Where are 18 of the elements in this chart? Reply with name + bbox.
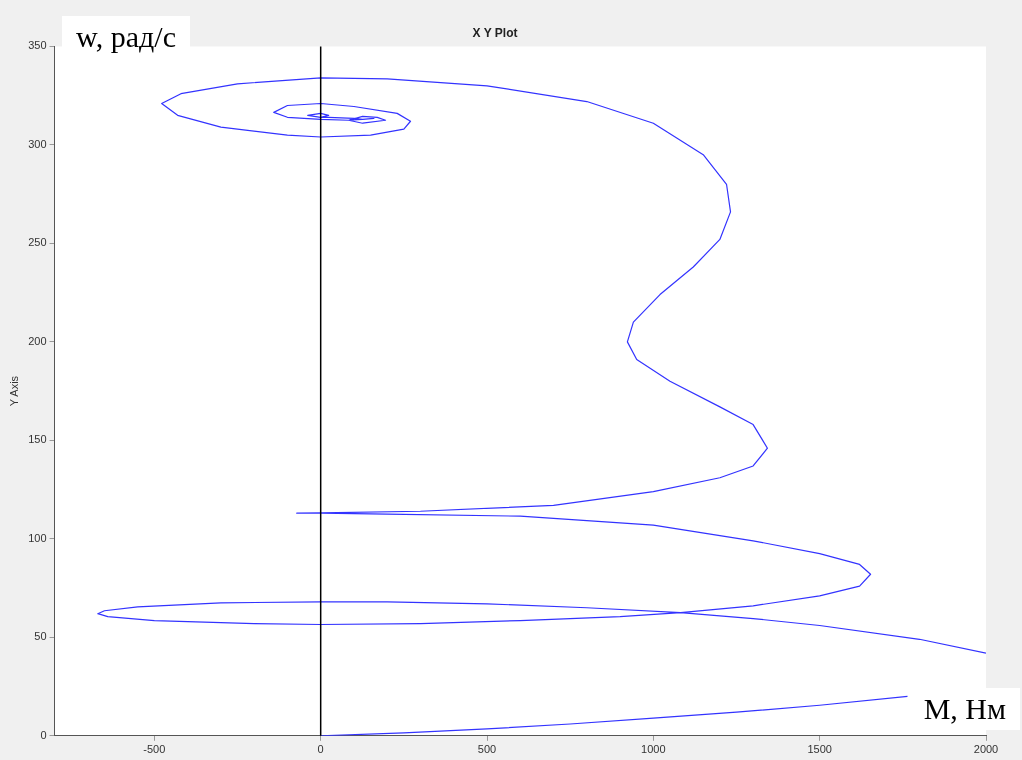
y-tick-label: 300 [28, 137, 47, 150]
x-tick-label: 500 [477, 743, 497, 756]
annotation: M, Нм [909, 688, 1020, 730]
x-tick-label: 1500 [807, 743, 832, 756]
x-tick-label: 2000 [973, 743, 999, 756]
x-tick-label: -500 [143, 743, 166, 756]
y-tick-label: 200 [28, 334, 47, 347]
y-tick-label: 50 [34, 630, 47, 643]
y-tick-label: 150 [28, 433, 47, 446]
x-tick-label: 0 [317, 743, 324, 756]
chart-title: X Y Plot [472, 25, 518, 40]
y-tick-label: 0 [40, 728, 47, 741]
x-tick-label: 1000 [641, 743, 666, 756]
y-axis-title: Y Axis [7, 375, 20, 407]
y-tick-label: 250 [28, 236, 47, 249]
y-tick-label: 350 [28, 39, 47, 52]
y-tick-label: 100 [28, 531, 47, 544]
annotation: w, рад/с [62, 16, 190, 58]
